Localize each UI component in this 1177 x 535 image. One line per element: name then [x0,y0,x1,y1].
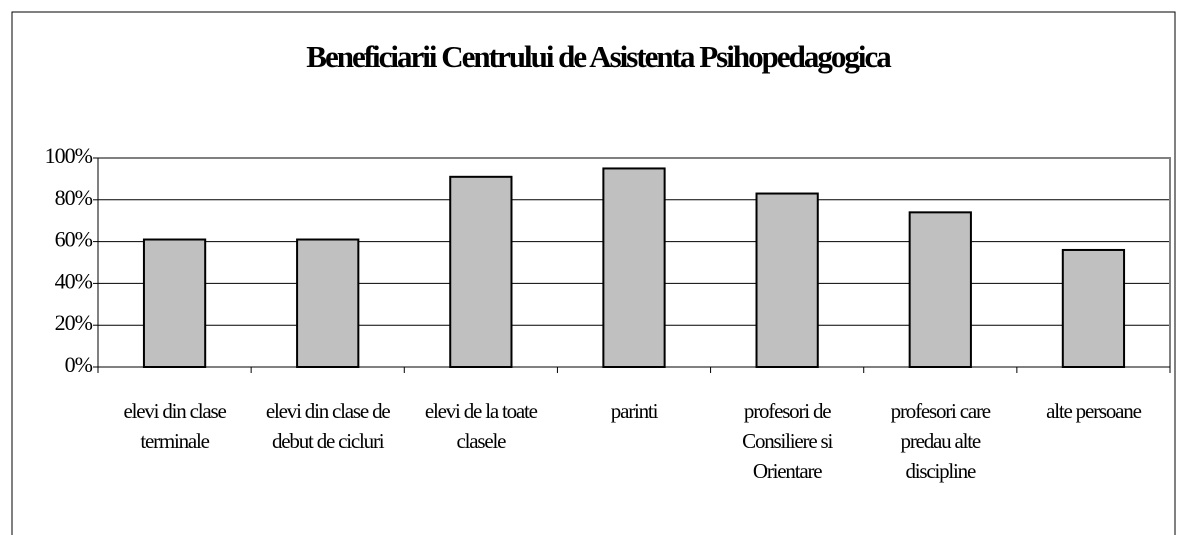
x-tick-label: elevi din clase terminale [123,399,227,453]
bar [296,238,360,368]
y-tick-label: 100% [45,143,93,168]
y-tick-label: 60% [55,227,93,252]
x-tick-label: alte persoane [1046,399,1142,423]
chart-title: Beneficiarii Centrului de Asistenta Psih… [306,39,892,74]
y-tick-label: 20% [55,310,93,335]
bar [1061,248,1126,369]
x-tick-label: parinti [610,399,659,423]
bar [602,167,666,368]
x-tick-label: elevi din clase de debut de cicluri [265,399,391,453]
bar [908,211,972,368]
x-tick-label: elevi de la toate clasele [424,399,538,453]
bar [142,238,207,368]
bar [755,192,819,368]
plot-border [98,157,1171,367]
y-tick-label: 40% [55,268,93,293]
chart-frame [11,11,1176,535]
y-tick-label: 80% [55,185,93,210]
x-tick-label: profesori de Consiliere si Orientare [742,399,833,483]
x-tick-label: profesori care predau alte discipline [890,399,991,483]
y-tick-label: 0% [65,352,93,377]
bar [449,175,513,368]
